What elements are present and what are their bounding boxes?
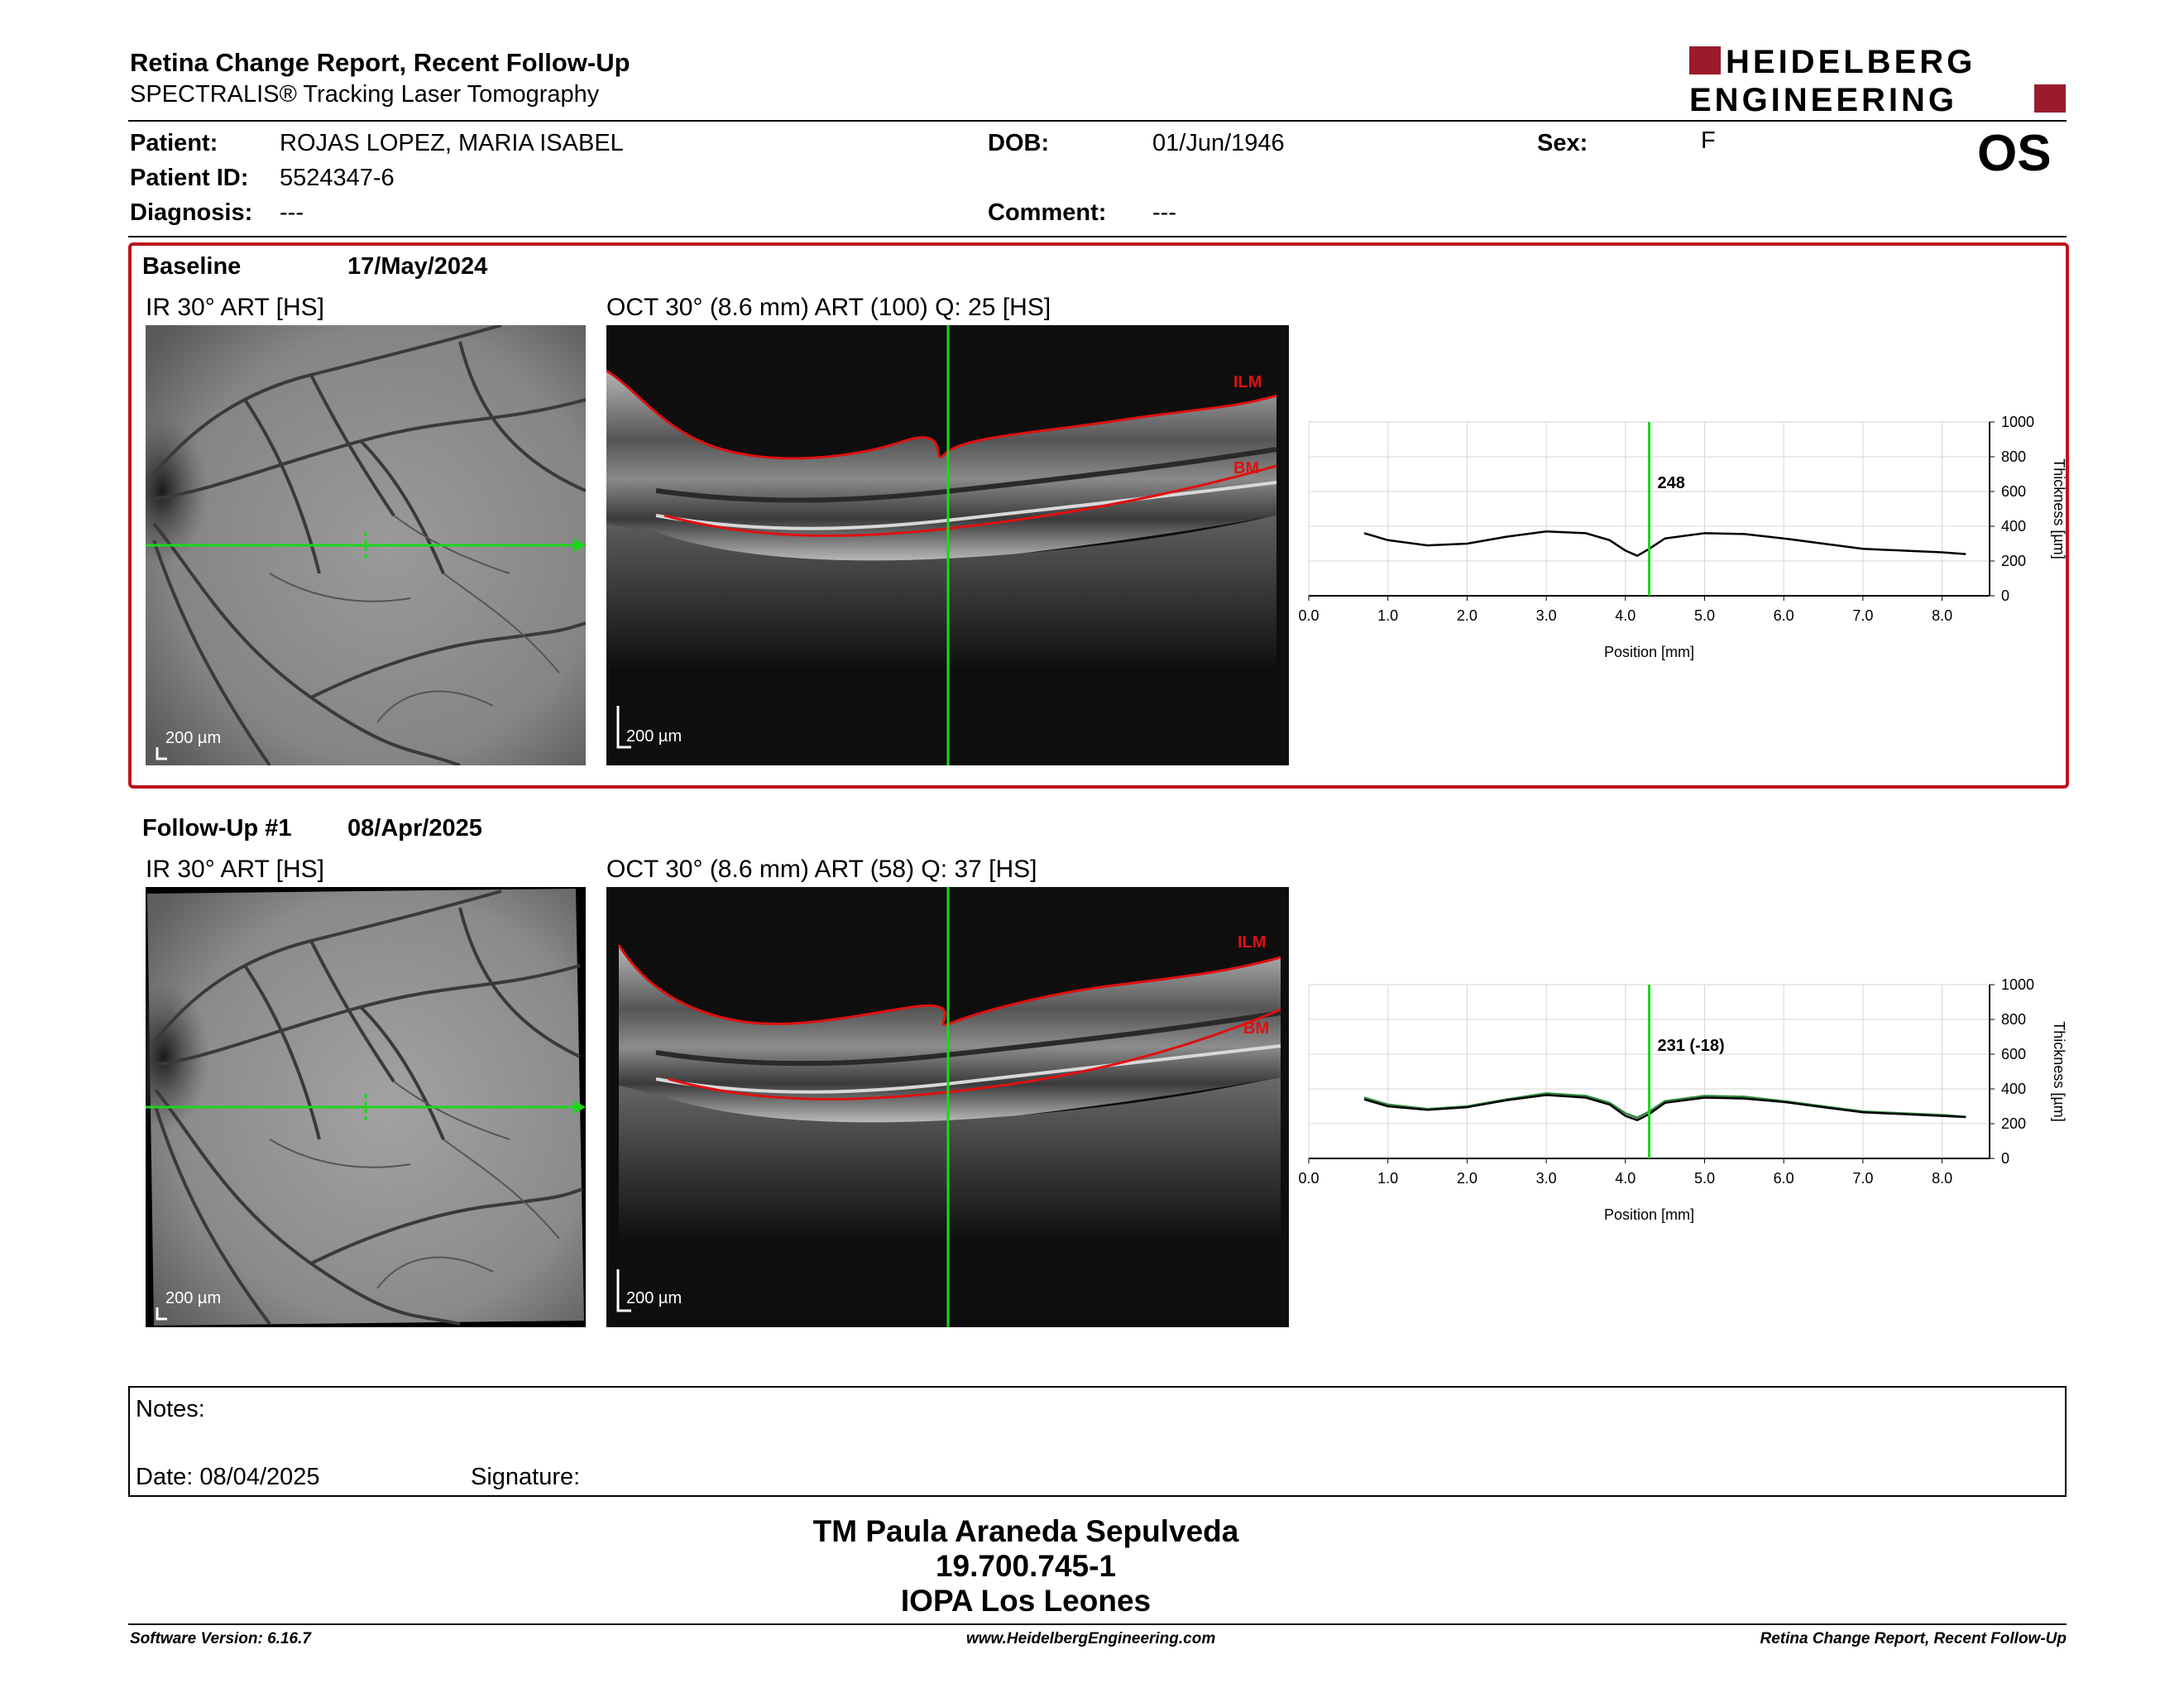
y-tick-label: 800 xyxy=(2001,1011,2026,1028)
followup-ir-fundus-image: 200 µm xyxy=(146,887,586,1327)
y-tick-label: 0 xyxy=(2001,587,2009,604)
baseline-ir-fundus-image: 200 µm xyxy=(146,325,586,765)
x-axis-label: Position [mm] xyxy=(1604,644,1694,660)
followup-ir-title: IR 30° ART [HS] xyxy=(146,856,324,883)
patient-divider xyxy=(128,236,2067,237)
cursor-thickness-label: 248 xyxy=(1658,474,1685,492)
dob-label: DOB: xyxy=(988,130,1050,156)
x-tick-label: 4.0 xyxy=(1615,1170,1636,1187)
thickness-series-line xyxy=(1363,1092,1966,1120)
signer-organization: IOPA Los Leones xyxy=(900,1584,1152,1618)
x-tick-label: 2.0 xyxy=(1457,607,1478,624)
patient-label: Patient: xyxy=(130,130,218,156)
sex-label: Sex: xyxy=(1537,130,1588,156)
followup-bm-label: BM xyxy=(1243,1019,1270,1038)
x-tick-label: 5.0 xyxy=(1694,607,1715,624)
x-tick-label: 6.0 xyxy=(1774,607,1794,624)
baseline-frame xyxy=(128,242,2069,789)
x-tick-label: 4.0 xyxy=(1615,607,1636,624)
y-axis-label: Thickness [µm] xyxy=(2051,458,2067,559)
followup-thickness-chart: 0.0 1.0 2.0 3.0 4.0 5.0 6.0 7.0 8.0 0 200 400 600 800… xyxy=(1298,976,2067,1223)
baseline-oct-scale: 200 µm xyxy=(626,727,682,746)
x-tick-label: 3.0 xyxy=(1536,1170,1557,1187)
x-tick-label: 1.0 xyxy=(1377,607,1398,624)
followup-ilm-label: ILM xyxy=(1238,933,1267,952)
dob-value: 01/Jun/1946 xyxy=(1152,130,1285,156)
x-tick-label: 5.0 xyxy=(1694,1170,1715,1187)
logo-line1: HEIDELBERG xyxy=(1726,46,1976,80)
report-subtitle: SPECTRALIS® Tracking Laser Tomography xyxy=(130,81,600,108)
comment-label: Comment: xyxy=(988,199,1107,226)
followup-date: 08/Apr/2025 xyxy=(347,815,482,842)
signer-id: 19.700.745-1 xyxy=(935,1549,1117,1583)
heidelberg-logo: HEIDELBERG ENGINEERING xyxy=(1689,44,2066,118)
y-tick-label: 1000 xyxy=(2001,414,2034,430)
patient-id: 5524347-6 xyxy=(280,165,395,191)
baseline-date: 17/May/2024 xyxy=(347,253,488,280)
notes-box: Notes: Date: 08/04/2025 Signature: xyxy=(128,1386,2067,1497)
y-tick-label: 400 xyxy=(2001,518,2026,535)
followup-label: Follow-Up #1 xyxy=(142,815,292,842)
patient-name: ROJAS LOPEZ, MARIA ISABEL xyxy=(280,130,624,156)
y-tick-label: 400 xyxy=(2001,1081,2026,1097)
notes-date: Date: 08/04/2025 xyxy=(136,1464,320,1490)
followup-oct-bscan-image: ILM BM 200 µm xyxy=(606,887,1289,1327)
y-tick-label: 600 xyxy=(2001,1046,2026,1062)
y-axis-label: Thickness [µm] xyxy=(2051,1021,2067,1121)
eye-indicator: OS xyxy=(1977,125,2052,182)
x-tick-label: 0.0 xyxy=(1298,1170,1319,1187)
x-axis-label: Position [mm] xyxy=(1604,1206,1694,1223)
baseline-thickness-chart: 0.0 1.0 2.0 3.0 4.0 5.0 6.0 7.0 8.0 0 200 400 600 800… xyxy=(1298,414,2067,660)
footer-report-name: Retina Change Report, Recent Follow-Up xyxy=(1760,1630,2067,1647)
signer-name: TM Paula Araneda Sepulveda xyxy=(812,1514,1239,1548)
baseline-ir-scale: 200 µm xyxy=(165,729,222,747)
x-tick-label: 2.0 xyxy=(1457,1170,1478,1187)
x-tick-label: 7.0 xyxy=(1852,607,1873,624)
diagnosis-label: Diagnosis: xyxy=(130,199,253,226)
y-tick-label: 600 xyxy=(2001,483,2026,500)
comment-value: --- xyxy=(1152,199,1176,226)
baseline-label: Baseline xyxy=(142,253,242,280)
baseline-ir-title: IR 30° ART [HS] xyxy=(146,294,324,321)
header-divider xyxy=(128,120,2067,122)
baseline-ilm-label: ILM xyxy=(1233,373,1262,391)
x-tick-label: 1.0 xyxy=(1377,1170,1398,1187)
y-tick-label: 800 xyxy=(2001,448,2026,465)
x-tick-label: 3.0 xyxy=(1536,607,1557,624)
followup-ir-scale: 200 µm xyxy=(165,1289,222,1307)
x-tick-label: 6.0 xyxy=(1774,1170,1794,1187)
signature-label: Signature: xyxy=(471,1464,581,1490)
footer-divider xyxy=(128,1623,2067,1625)
report-title: Retina Change Report, Recent Follow-Up xyxy=(130,48,630,77)
x-tick-label: 8.0 xyxy=(1932,1170,1952,1187)
logo-line2: ENGINEERING xyxy=(1689,82,1957,117)
thickness-series-line xyxy=(1363,530,1966,558)
baseline-oct-title: OCT 30° (8.6 mm) ART (100) Q: 25 [HS] xyxy=(606,294,1051,321)
y-tick-label: 200 xyxy=(2001,1115,2026,1132)
baseline-oct-bscan-image: ILM BM 200 µm xyxy=(606,325,1289,765)
baseline-bm-label: BM xyxy=(1233,459,1260,477)
y-tick-label: 200 xyxy=(2001,553,2026,569)
y-tick-label: 1000 xyxy=(2001,976,2034,993)
cursor-thickness-label: 231 (-18) xyxy=(1658,1037,1725,1055)
x-tick-label: 7.0 xyxy=(1852,1170,1873,1187)
notes-label: Notes: xyxy=(136,1396,205,1422)
software-version: Software Version: 6.16.7 xyxy=(130,1630,311,1647)
website-link[interactable]: www.HeidelbergEngineering.com xyxy=(966,1630,1216,1647)
x-tick-label: 8.0 xyxy=(1932,607,1952,624)
patient-id-label: Patient ID: xyxy=(130,165,249,191)
sex-value: F xyxy=(1701,127,1716,154)
y-tick-label: 0 xyxy=(2001,1150,2009,1167)
x-tick-label: 0.0 xyxy=(1298,607,1319,624)
followup-oct-title: OCT 30° (8.6 mm) ART (58) Q: 37 [HS] xyxy=(606,856,1037,883)
thickness-series-line xyxy=(1363,1094,1966,1122)
diagnosis-value: --- xyxy=(280,199,304,226)
followup-oct-scale: 200 µm xyxy=(626,1289,682,1307)
